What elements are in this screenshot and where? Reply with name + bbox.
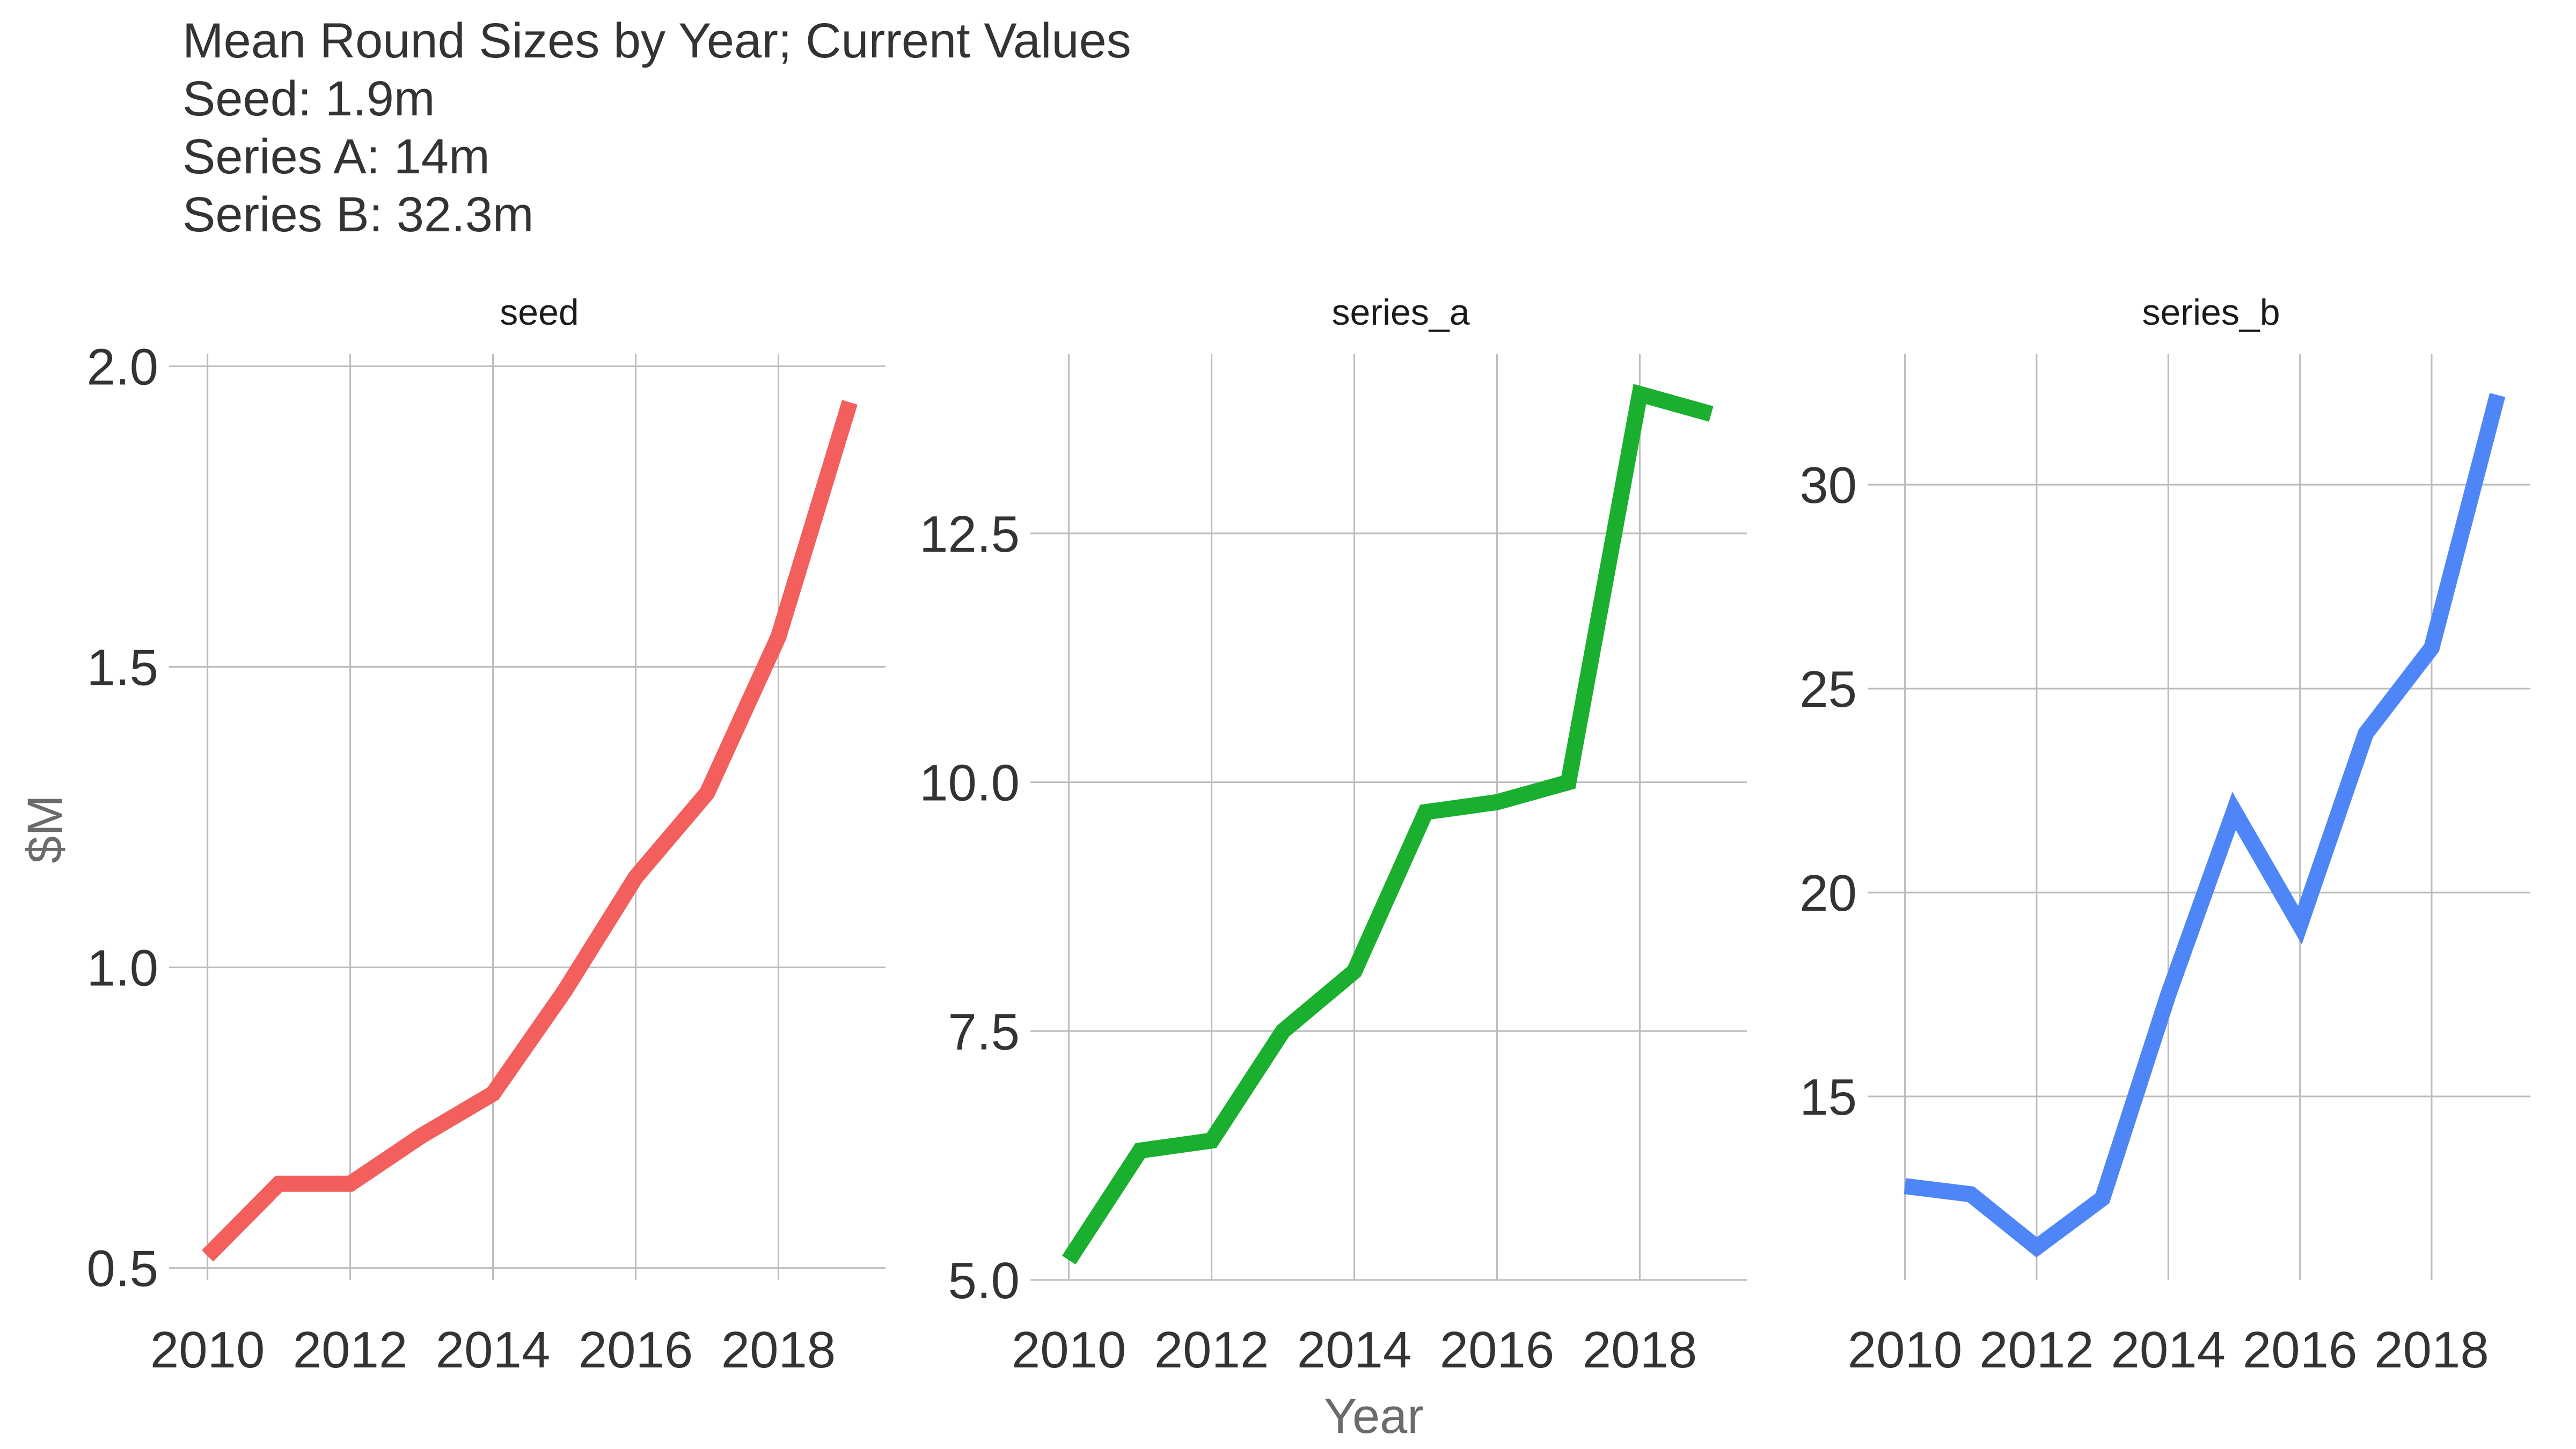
y-tick-label: 2.0 <box>87 338 158 396</box>
y-tick-label: 7.5 <box>948 1003 1020 1060</box>
x-tick-label: 2018 <box>1583 1321 1697 1379</box>
panel-seed: seed 2010 2012 2014 2016 2018 0.5 1.0 1.5 2.0 <box>87 292 885 1379</box>
y-tick-label: 1.0 <box>87 940 158 997</box>
x-tick-label: 2010 <box>1848 1321 1963 1379</box>
x-tick-label: 2014 <box>1297 1321 1412 1379</box>
panel-title: seed <box>500 292 579 333</box>
title-line-main: Mean Round Sizes by Year; Current Values <box>182 13 1131 68</box>
x-tick-label: 2016 <box>1440 1321 1555 1379</box>
x-axis-label: Year <box>1324 1389 1424 1444</box>
title-line-series-a: Series A: 14m <box>182 129 490 184</box>
x-tick-label: 2016 <box>579 1321 693 1379</box>
title-line-seed: Seed: 1.9m <box>182 71 435 126</box>
x-tick-label: 2012 <box>1979 1321 2094 1379</box>
x-tick-label: 2012 <box>1154 1321 1269 1379</box>
panel-title: series_a <box>1331 292 1469 333</box>
y-tick-label: 12.5 <box>919 506 1020 563</box>
x-tick-label: 2010 <box>1012 1321 1126 1379</box>
x-tick-label: 2012 <box>293 1321 408 1379</box>
x-tick-label: 2018 <box>721 1321 836 1379</box>
x-tick-label: 2016 <box>2243 1321 2358 1379</box>
y-tick-label: 10.0 <box>919 755 1020 812</box>
panel-series_a: series_a 2010 2012 2014 2016 2018 5.0 7.5 10.0 12… <box>919 292 1747 1379</box>
series-line-seed <box>201 400 858 1262</box>
y-axis-label: $M <box>18 795 72 863</box>
x-tick-label: 2018 <box>2374 1321 2489 1379</box>
x-tick-label: 2014 <box>436 1321 551 1379</box>
series-line-series_b <box>1904 393 2506 1258</box>
y-tick-label: 5.0 <box>948 1252 1020 1309</box>
panel-title: series_b <box>2142 292 2280 333</box>
y-tick-label: 1.5 <box>87 639 158 696</box>
y-tick-label: 15 <box>1799 1069 1857 1126</box>
x-tick-label: 2010 <box>150 1321 265 1379</box>
y-tick-label: 25 <box>1799 661 1857 718</box>
title-line-series-b: Series B: 32.3m <box>182 187 534 242</box>
x-tick-label: 2014 <box>2111 1321 2226 1379</box>
y-tick-label: 0.5 <box>87 1240 158 1298</box>
y-tick-label: 20 <box>1799 865 1857 922</box>
y-tick-label: 30 <box>1799 457 1857 514</box>
chart-title: Mean Round Sizes by Year; Current Values… <box>182 12 1131 244</box>
panel-series_b: series_b 2010 2012 2014 2016 2018 15 20 25 30 <box>1799 292 2530 1379</box>
series-line-series_a <box>1062 384 1714 1265</box>
